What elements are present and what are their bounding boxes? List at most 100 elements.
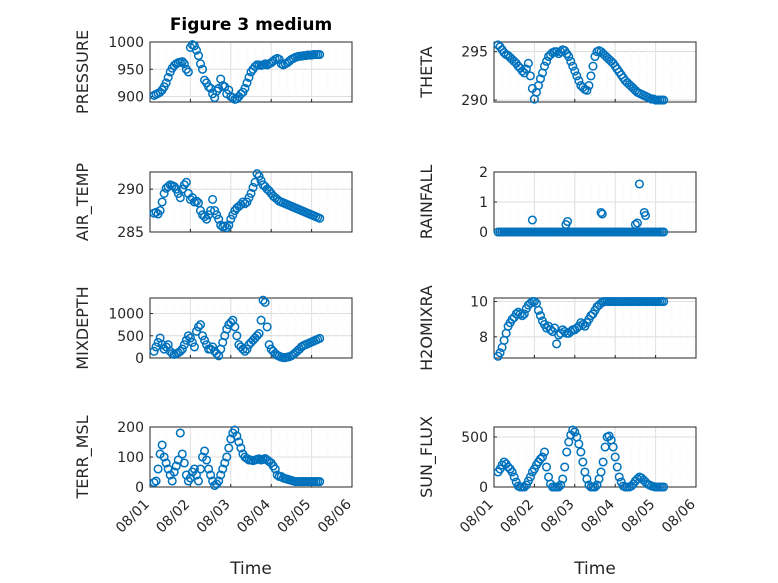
data-point [515,309,525,319]
data-point [206,206,216,216]
data-point [189,342,199,352]
data-point [222,324,232,334]
data-point [171,461,181,471]
y-tick-label: 1000 [108,307,144,323]
subplot-7: 0 100 200 08/01 08/02 08/03 08/04 08/05 08/06 TER… [73,415,355,536]
data-series [149,425,325,491]
data-point [608,442,618,452]
data-point [529,296,539,307]
data-point [630,219,640,230]
figure-title: Figure 3 medium [170,15,332,35]
data-point [254,329,264,339]
data-point [240,83,250,93]
data-point [527,215,537,225]
data-point [315,333,325,343]
data-point [252,331,262,341]
data-point [252,169,262,179]
x-axis-label-right: Time [573,559,616,579]
data-point [159,452,169,462]
data-point [537,452,548,462]
x-tick-label: 08/01 [457,497,497,537]
data-point [149,346,159,356]
data-point [187,337,197,347]
data-point [315,477,325,487]
y-axis-label: THETA [417,46,436,98]
data-point [256,315,266,325]
data-point [161,78,171,88]
x-axis-label-left: Time [229,559,272,579]
data-point [556,47,566,57]
data-point [197,64,208,74]
data-point [177,449,187,459]
data-point [570,66,580,76]
data-point [244,72,254,83]
data-point [590,482,600,492]
data-point [598,457,608,467]
data-point [157,197,167,207]
data-point [568,61,578,71]
data-point [521,64,531,74]
y-axis-label: RAINFALL [417,165,436,240]
data-point [539,447,550,457]
y-tick-label: 2 [479,165,488,181]
data-point [659,482,669,492]
data-point [155,206,165,216]
y-axis-label: AIR_TEMP [73,163,93,241]
axes-box [493,297,697,359]
data-point [238,344,248,354]
subplot-2: 290 295 THETA [417,40,697,109]
y-tick-label: 500 [117,329,144,345]
y-tick-label: 295 [461,45,488,61]
data-point [161,458,171,468]
x-tick-label: 08/05 [275,497,315,537]
y-tick-label: 1000 [108,35,144,51]
data-point [564,51,574,62]
data-point [554,482,564,492]
data-point [236,443,246,453]
data-point [224,220,234,230]
data-series [493,179,669,237]
data-point [258,295,268,305]
data-point [199,446,210,456]
data-point [495,348,505,358]
data-point [220,221,230,231]
data-point [234,437,244,447]
data-point [177,57,187,67]
subplot-4: 0 1 2 RAINFALL [417,165,697,241]
y-axis-label: MIXDEPTH [73,286,92,369]
data-point [550,323,560,333]
data-point [171,184,181,194]
y-tick-label: 0 [479,225,488,241]
data-point [189,464,199,474]
data-series [493,296,669,361]
data-point [206,470,216,480]
data-point [169,467,179,477]
y-tick-label: 0 [479,480,488,496]
data-point [202,455,212,465]
data-point [535,454,546,464]
subplot-1: 900 950 1000 PRESSURE [73,30,353,114]
data-point [228,93,238,103]
data-point [181,177,191,187]
data-point [204,464,214,474]
y-tick-label: 10 [470,295,488,311]
data-point [572,71,582,81]
data-point [183,67,193,77]
data-point [246,188,256,198]
data-point [242,197,252,207]
data-point [519,309,529,319]
subplot-3: 285 290 AIR_TEMP [73,163,353,241]
data-point [230,322,240,332]
data-point [197,331,208,341]
data-point [179,340,189,350]
data-point [562,216,573,227]
data-point [632,474,642,484]
data-point [169,182,179,192]
x-tick-label: 08/02 [153,497,193,537]
y-tick-label: 0 [135,480,144,496]
data-point [191,470,202,480]
y-axis-label: SUN_FLUX [417,416,437,498]
data-point [568,425,578,435]
plot-area [494,298,696,358]
